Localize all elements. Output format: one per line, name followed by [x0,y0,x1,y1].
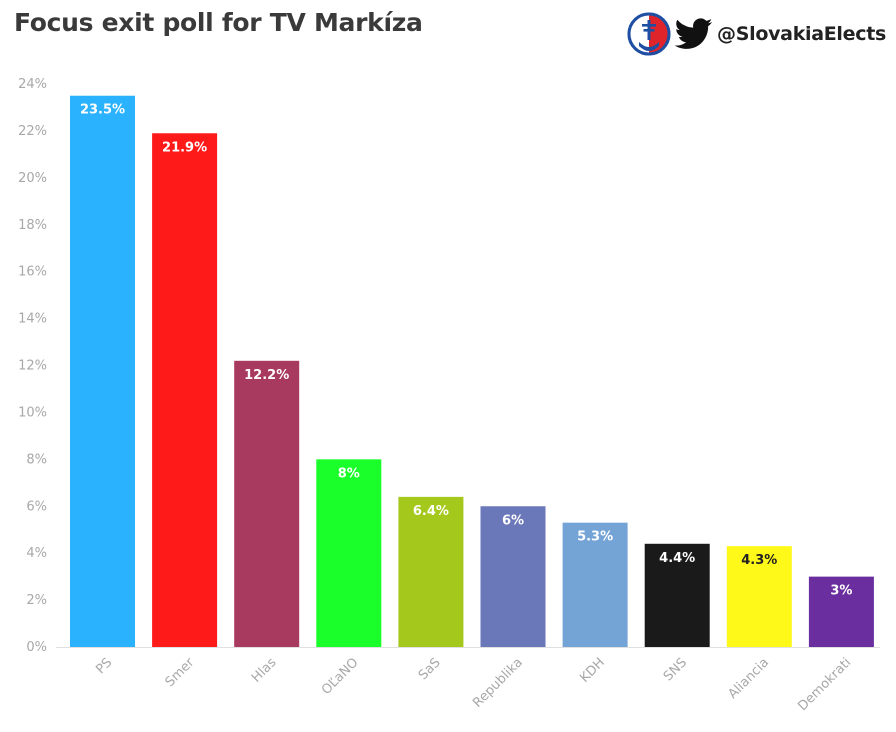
y-tick-label: 12% [18,359,47,374]
y-tick-label: 14% [18,312,47,327]
y-tick-label: 24% [18,77,47,92]
x-tick-label: SaS [416,655,444,683]
x-tick-label: Demokrati [795,655,854,714]
y-tick-label: 22% [18,124,47,139]
y-tick-label: 16% [18,265,47,280]
data-label: 5.3% [577,530,613,545]
bar [808,576,874,647]
y-tick-label: 6% [26,499,47,514]
data-label: 21.9% [162,140,207,155]
x-tick-label: KDH [577,655,608,686]
bar [562,522,628,647]
y-tick-label: 0% [26,640,47,655]
x-axis: PS Smer Hlas OĽaNO SaS Republika KDH SNS Alianci… [93,655,854,714]
x-tick-label: Republika [470,655,526,711]
y-axis: 0% 2% 4% 6% 8% 10% 12% 14% 16% 18% 20% 22% 24% [18,77,47,655]
x-tick-label: Aliancia [725,655,772,702]
x-tick-label: OĽaNO [319,655,362,698]
data-label: 4.3% [741,553,777,568]
bars: 23.5% 21.9% 12.2% 8% 6.4% 6% 5.3% 4.4% 4.3% 3% [70,95,874,647]
twitter-bird-icon [675,18,713,49]
data-label: 6% [502,513,524,528]
x-tick-label: SNS [661,655,690,684]
data-label: 4.4% [659,551,695,566]
x-tick-label: PS [93,655,115,677]
data-label: 23.5% [80,103,125,118]
y-tick-label: 20% [18,171,47,186]
y-tick-label: 18% [18,218,47,233]
y-tick-label: 8% [26,452,47,467]
data-label: 12.2% [244,368,289,383]
data-label: 3% [830,584,852,599]
bar [316,459,382,647]
chart-title: Focus exit poll for TV Markíza [14,8,423,37]
twitter-handle: @SlovakiaElects [717,23,886,45]
bar [644,543,710,647]
y-tick-label: 10% [18,405,47,420]
slovakia-elects-logo-icon [627,12,671,56]
bar [152,133,218,647]
data-label: 6.4% [413,504,449,519]
bar [480,506,546,647]
bar [398,496,464,647]
bar [234,360,300,647]
data-label: 8% [338,466,360,481]
y-tick-label: 4% [26,546,47,561]
bar [70,95,135,647]
x-tick-label: Smer [163,655,198,690]
y-tick-label: 2% [26,593,47,608]
brand: @SlovakiaElects [627,12,886,56]
x-tick-label: Hlas [249,655,280,686]
bar [726,546,792,647]
